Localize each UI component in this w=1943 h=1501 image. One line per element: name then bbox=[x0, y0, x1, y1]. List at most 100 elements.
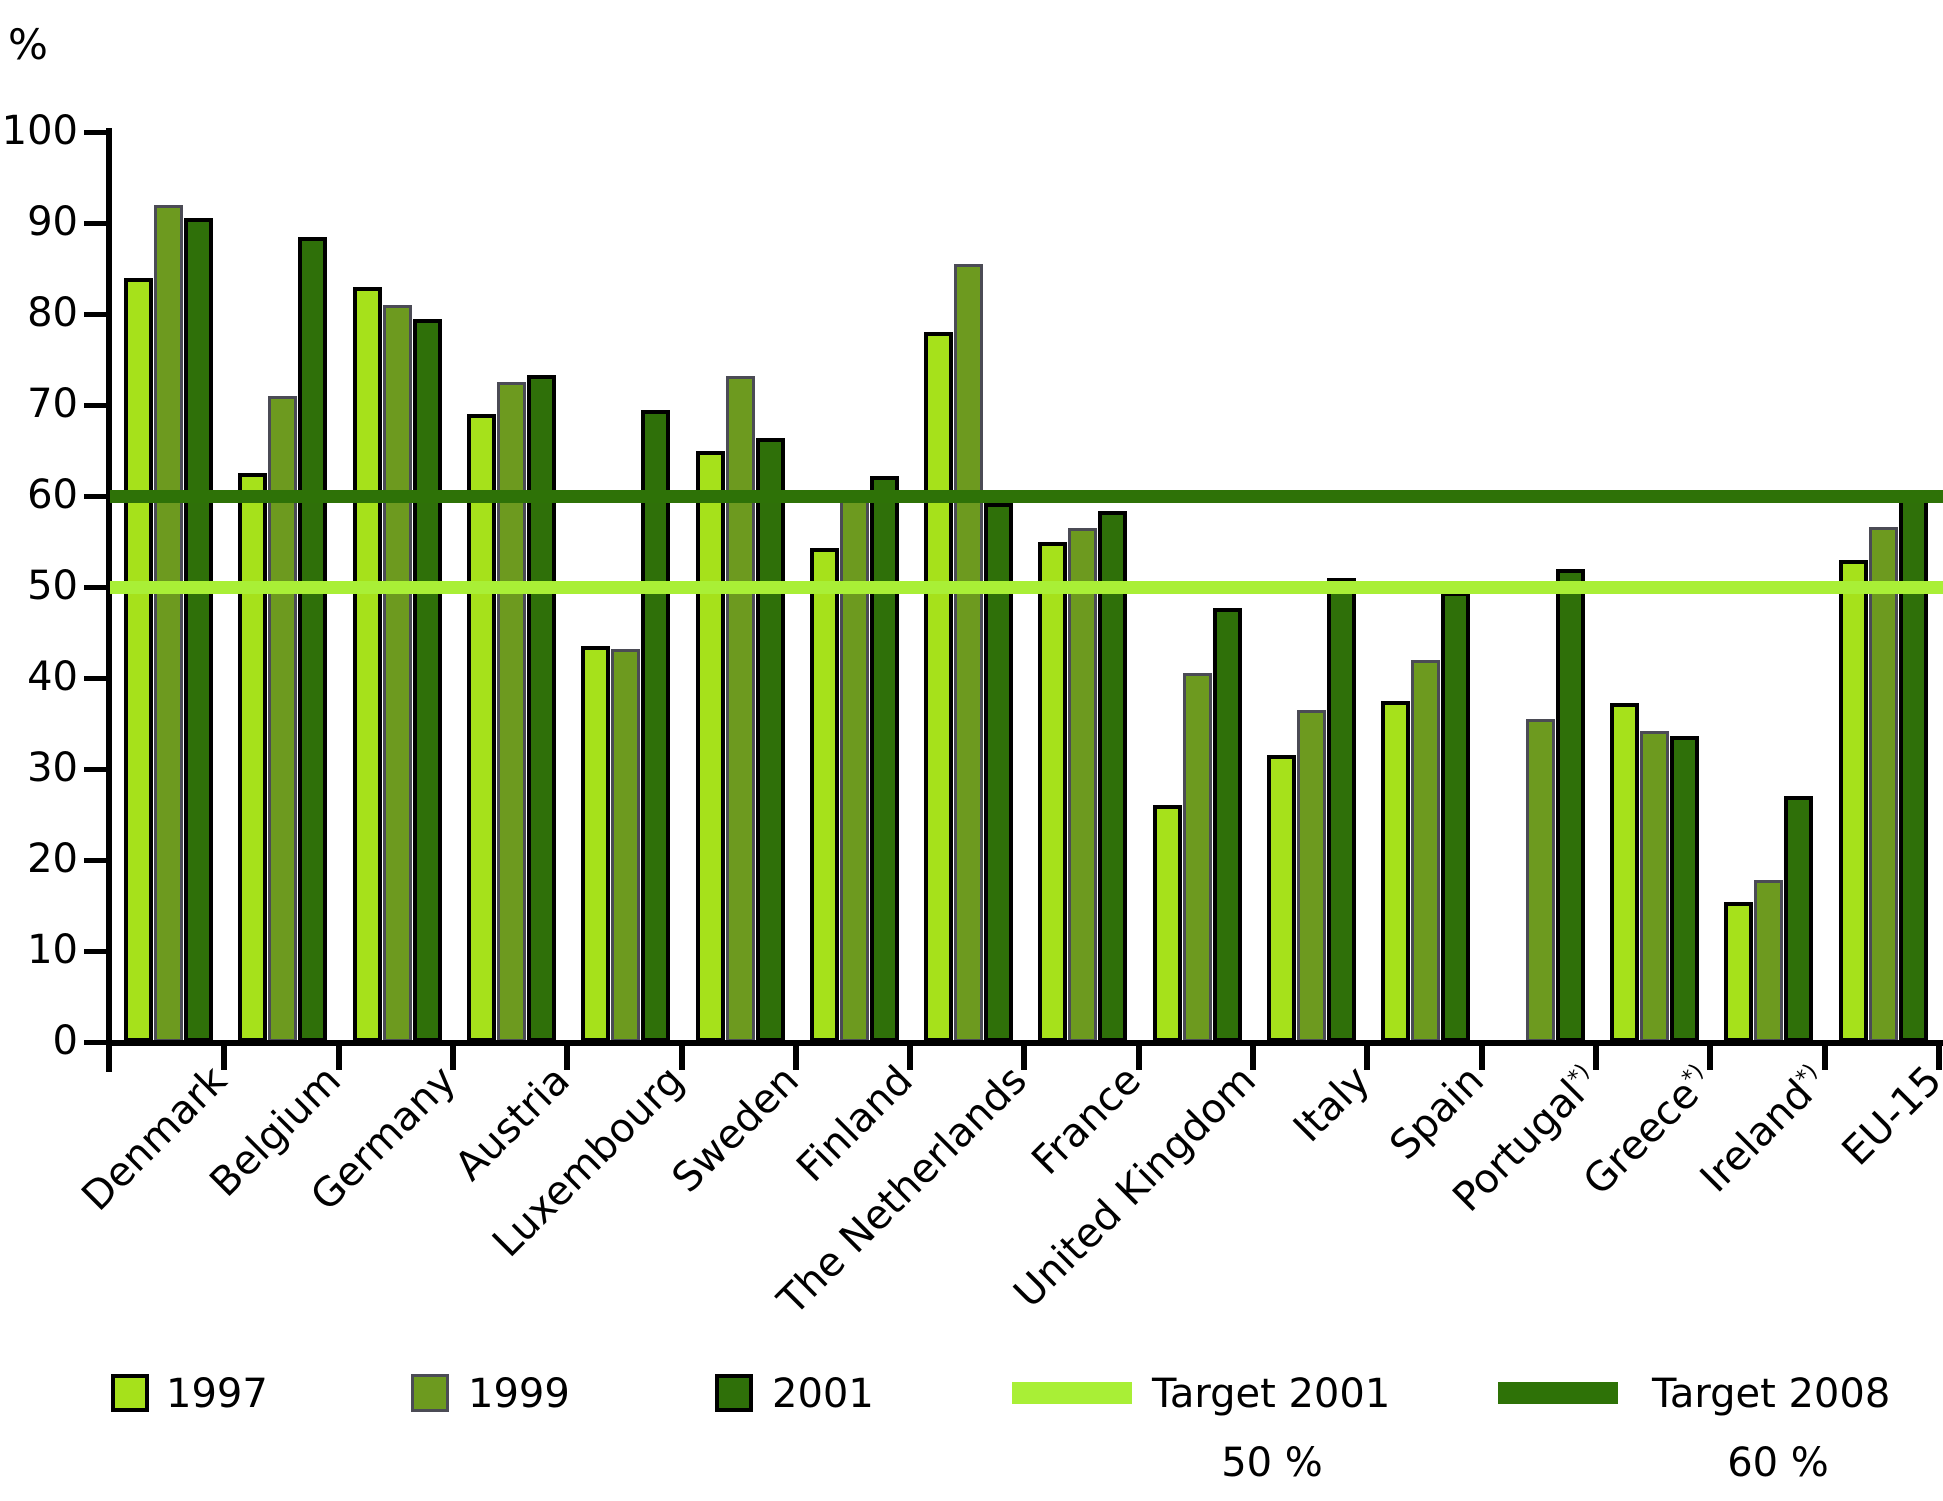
y-tick-20 bbox=[84, 858, 108, 863]
legend-label-target-2008: Target 2008 bbox=[1652, 1371, 1891, 1417]
y-tick-60 bbox=[84, 494, 108, 499]
bar-luxembourg-1999 bbox=[611, 649, 640, 1042]
bar-denmark-1997 bbox=[124, 278, 153, 1042]
bar-germany-1997 bbox=[353, 287, 382, 1042]
bar-denmark-1999 bbox=[154, 205, 183, 1042]
bar-austria-2001 bbox=[527, 375, 556, 1042]
bar-portugal-1999 bbox=[1526, 719, 1555, 1042]
y-tick-label-0: 0 bbox=[52, 1018, 78, 1064]
y-tick-100 bbox=[84, 130, 108, 135]
legend-sublabel-target-2001: 50 % bbox=[1221, 1440, 1323, 1486]
x-tick-5 bbox=[679, 1046, 685, 1070]
bar-belgium-2001 bbox=[298, 237, 327, 1042]
bar-italy-1999 bbox=[1297, 710, 1326, 1042]
bar-austria-1999 bbox=[497, 382, 526, 1042]
legend-label-1997: 1997 bbox=[166, 1371, 268, 1417]
target-line-target-2008 bbox=[110, 490, 1943, 503]
bar-united-kingdom-1999 bbox=[1183, 673, 1212, 1042]
bar-france-2001 bbox=[1098, 511, 1127, 1042]
x-tick-6 bbox=[793, 1046, 799, 1070]
y-axis-line bbox=[106, 128, 112, 1072]
footnote-marker: *) bbox=[1563, 1059, 1595, 1091]
y-tick-label-100: 100 bbox=[1, 108, 78, 154]
y-tick-90 bbox=[84, 221, 108, 226]
legend-line-target-2001 bbox=[1012, 1382, 1132, 1404]
x-axis-line bbox=[106, 1040, 1943, 1046]
bar-germany-1999 bbox=[383, 305, 412, 1042]
x-tick-7 bbox=[907, 1046, 913, 1070]
x-tick-2 bbox=[336, 1046, 342, 1070]
x-tick-11 bbox=[1364, 1046, 1370, 1070]
x-tick-4 bbox=[564, 1046, 570, 1070]
bar-eu-15-1999 bbox=[1869, 527, 1898, 1042]
x-tick-9 bbox=[1136, 1046, 1142, 1070]
bar-ireland-2001 bbox=[1784, 796, 1813, 1042]
bar-spain-1997 bbox=[1381, 701, 1410, 1042]
bar-greece-1997 bbox=[1610, 703, 1639, 1042]
bar-finland-1999 bbox=[840, 491, 869, 1042]
x-tick-16 bbox=[1936, 1046, 1942, 1070]
x-tick-3 bbox=[450, 1046, 456, 1070]
bar-the-netherlands-1999 bbox=[954, 264, 983, 1042]
x-tick-8 bbox=[1021, 1046, 1027, 1070]
x-tick-12 bbox=[1479, 1046, 1485, 1070]
bar-eu-15-1997 bbox=[1839, 560, 1868, 1042]
legend-label-target-2001: Target 2001 bbox=[1152, 1371, 1391, 1417]
bar-france-1997 bbox=[1038, 542, 1067, 1042]
y-tick-label-90: 90 bbox=[27, 199, 78, 245]
bar-greece-1999 bbox=[1640, 731, 1669, 1042]
y-tick-label-70: 70 bbox=[27, 381, 78, 427]
y-tick-40 bbox=[84, 676, 108, 681]
bar-greece-2001 bbox=[1670, 736, 1699, 1042]
bar-sweden-1997 bbox=[696, 451, 725, 1042]
y-axis-unit-label: % bbox=[8, 20, 48, 69]
bar-spain-2001 bbox=[1441, 592, 1470, 1042]
y-tick-label-30: 30 bbox=[27, 745, 78, 791]
bar-eu-15-2001 bbox=[1899, 493, 1928, 1042]
bar-portugal-2001 bbox=[1556, 569, 1585, 1042]
bar-finland-2001 bbox=[870, 476, 899, 1042]
x-tick-1 bbox=[221, 1046, 227, 1070]
x-tick-14 bbox=[1707, 1046, 1713, 1070]
bar-ireland-1997 bbox=[1724, 902, 1753, 1042]
bar-france-1999 bbox=[1068, 528, 1097, 1042]
legend-sublabel-target-2008: 60 % bbox=[1727, 1440, 1829, 1486]
footnote-marker: *) bbox=[1791, 1059, 1823, 1091]
y-tick-label-10: 10 bbox=[27, 927, 78, 973]
y-tick-label-40: 40 bbox=[27, 654, 78, 700]
target-line-target-2001 bbox=[110, 581, 1943, 594]
y-tick-70 bbox=[84, 403, 108, 408]
legend-label-1999: 1999 bbox=[468, 1371, 570, 1417]
bar-sweden-2001 bbox=[756, 438, 785, 1042]
y-tick-10 bbox=[84, 949, 108, 954]
bar-luxembourg-1997 bbox=[581, 646, 610, 1042]
bar-germany-2001 bbox=[413, 319, 442, 1042]
bar-belgium-1999 bbox=[268, 396, 297, 1042]
bar-italy-2001 bbox=[1327, 578, 1356, 1042]
bar-sweden-1999 bbox=[726, 376, 755, 1042]
bar-denmark-2001 bbox=[184, 218, 213, 1042]
bar-united-kingdom-1997 bbox=[1153, 805, 1182, 1042]
legend-swatch-1997 bbox=[111, 1374, 149, 1412]
y-tick-30 bbox=[84, 767, 108, 772]
y-tick-label-60: 60 bbox=[27, 472, 78, 518]
bar-luxembourg-2001 bbox=[641, 410, 670, 1042]
y-tick-label-50: 50 bbox=[27, 563, 78, 609]
bar-ireland-1999 bbox=[1754, 880, 1783, 1042]
bar-belgium-1997 bbox=[238, 473, 267, 1042]
legend: 1997 1999 2001 Target 2001 50 % Target 2… bbox=[0, 1360, 1943, 1501]
bar-the-netherlands-1997 bbox=[924, 332, 953, 1042]
y-tick-label-20: 20 bbox=[27, 836, 78, 882]
bar-italy-1997 bbox=[1267, 755, 1296, 1042]
y-tick-80 bbox=[84, 312, 108, 317]
y-tick-50 bbox=[84, 585, 108, 590]
bar-united-kingdom-2001 bbox=[1213, 608, 1242, 1042]
footnote-marker: *) bbox=[1677, 1059, 1709, 1091]
bar-finland-1997 bbox=[810, 548, 839, 1042]
y-tick-0 bbox=[84, 1040, 108, 1045]
bar-spain-1999 bbox=[1411, 660, 1440, 1042]
x-tick-15 bbox=[1822, 1046, 1828, 1070]
legend-swatch-2001 bbox=[715, 1374, 753, 1412]
bar-austria-1997 bbox=[467, 414, 496, 1042]
